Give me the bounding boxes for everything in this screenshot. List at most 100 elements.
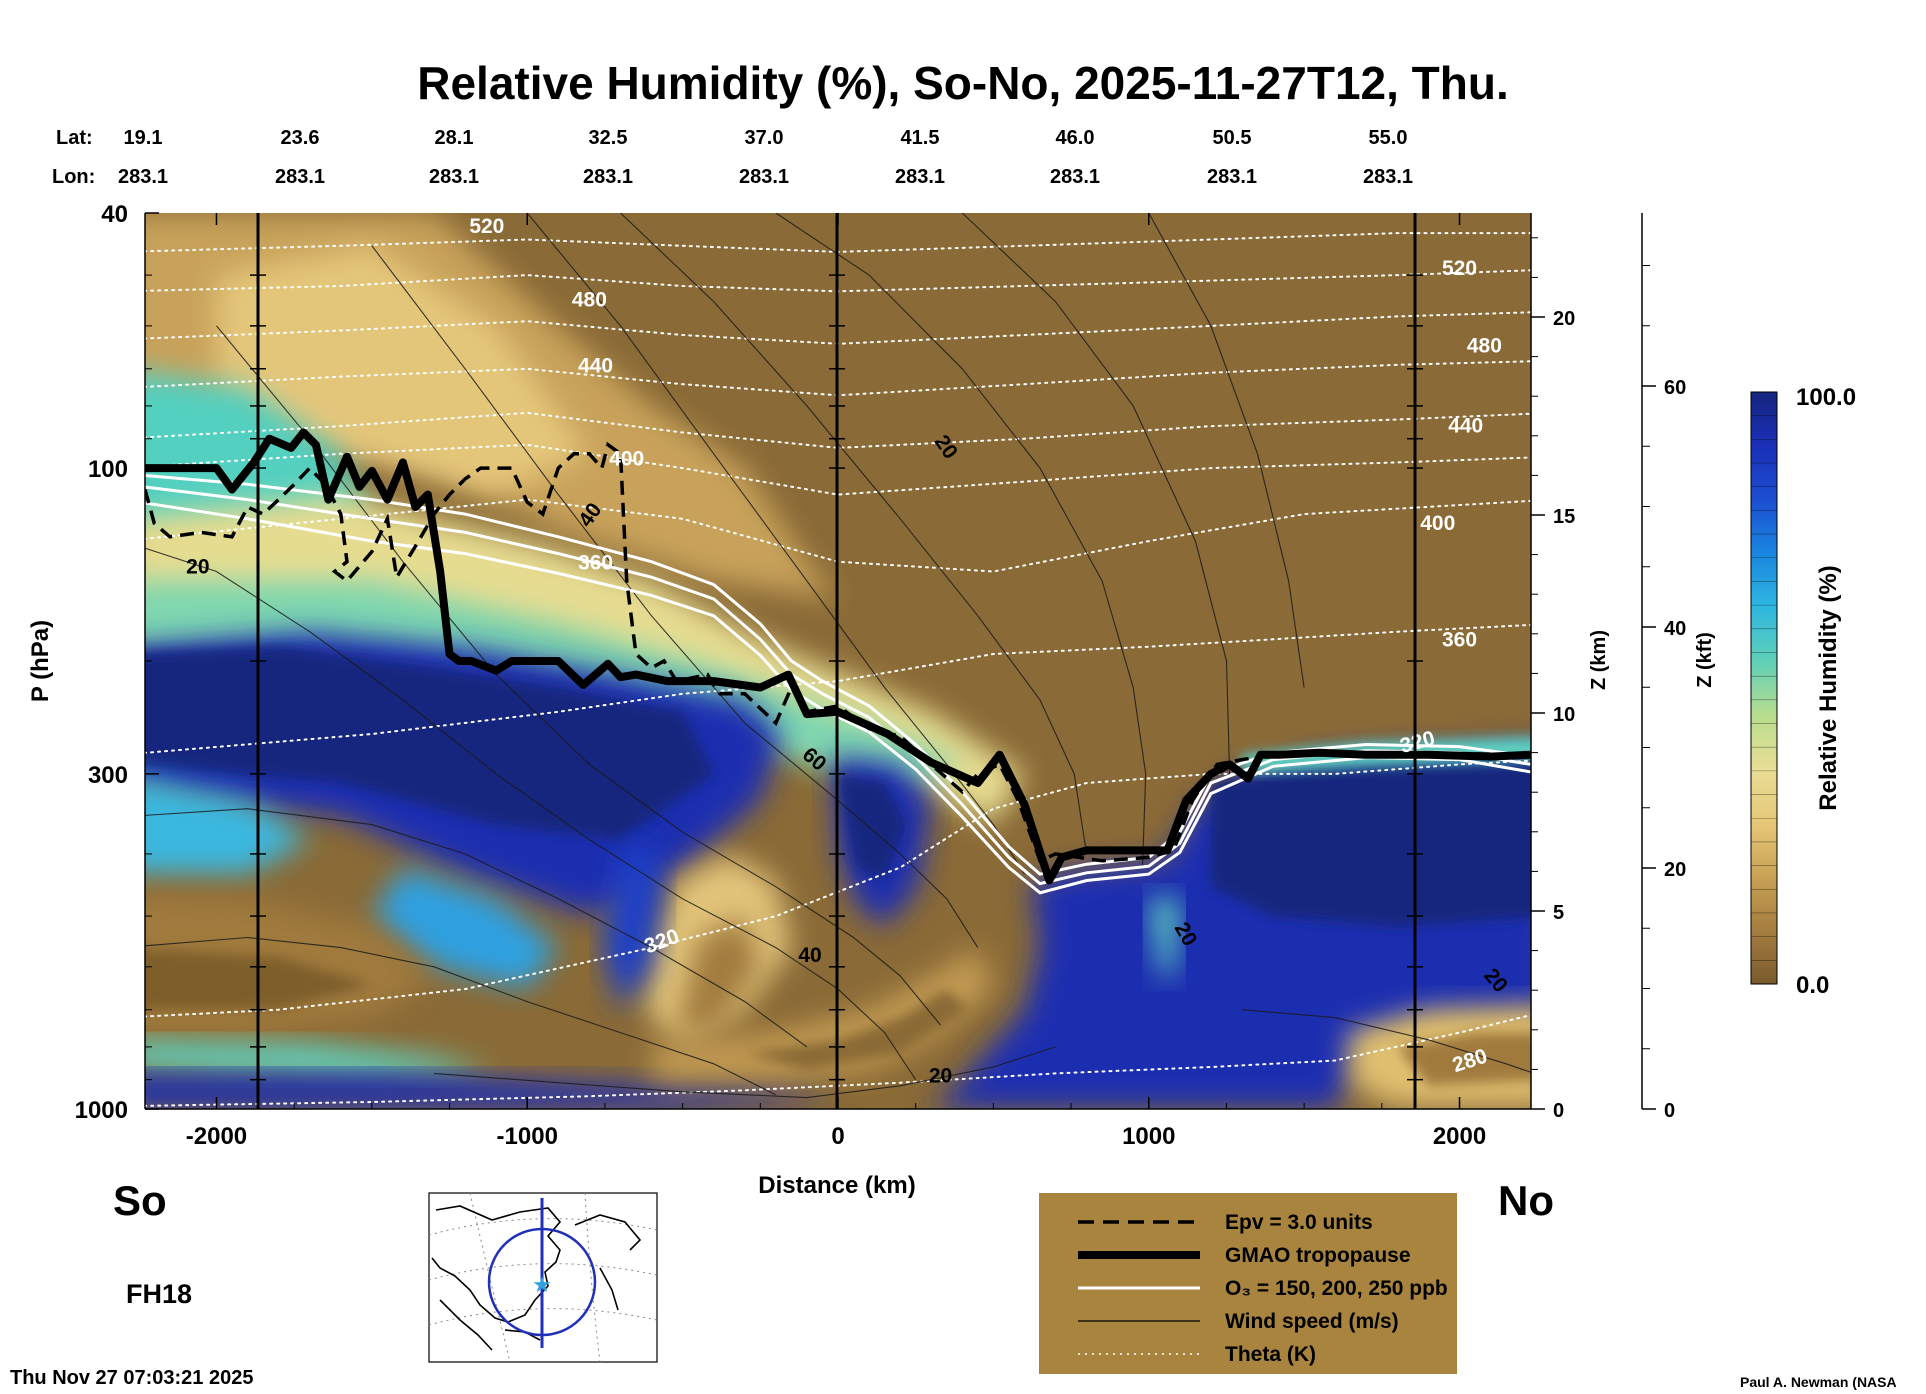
rh-very-moist-south: [145, 646, 714, 840]
theta-contour-line: [145, 623, 1531, 754]
colorbar-min-label: 0.0: [1796, 972, 1829, 999]
contour-label: 480: [572, 289, 607, 312]
contour-label: 400: [609, 447, 644, 470]
legend-label: Wind speed (m/s): [1225, 1310, 1399, 1333]
wind-contour-line: [216, 325, 942, 1026]
section-markers: [250, 213, 1423, 1109]
epv-contour-line: [145, 441, 1531, 864]
rh-very-moist-center: [838, 773, 907, 881]
z-km-tick-label: 15: [1553, 506, 1575, 528]
wind-contour-line: [620, 213, 1088, 854]
north-label: No: [1498, 1177, 1554, 1224]
rh-very-moist-north: [1210, 750, 1531, 927]
theta-contour-line: [145, 1014, 1531, 1107]
lat-value: 28.1: [435, 127, 474, 149]
rh-driest-patch-north: [1397, 1032, 1531, 1086]
legend-label: Theta (K): [1225, 1343, 1316, 1366]
theta-contour-line: [145, 411, 1531, 449]
wind-contour-line: [145, 547, 917, 1081]
wind-contour-line: [145, 936, 777, 1096]
lat-value: 46.0: [1056, 127, 1095, 149]
contour-label: 360: [1442, 629, 1477, 652]
chart-title: Relative Humidity (%), So-No, 2025-11-27…: [417, 57, 1509, 109]
lat-value: 19.1: [124, 127, 163, 149]
lon-row-label: Lon:: [52, 166, 95, 188]
y-axis-label: P (hPa): [27, 620, 54, 702]
y-tick-label: 300: [88, 762, 128, 789]
latlon-header: Lat: Lon: 19.1 283.1 23.6 283.1 28.1 283.1 32.…: [52, 127, 1413, 188]
colorbar: 100.0 0.0 Relative Humidity (%): [1750, 384, 1856, 999]
legend-label: Epv = 3.0 units: [1225, 1211, 1373, 1234]
x-tick-label: 2000: [1433, 1123, 1486, 1150]
y-tick-label: 40: [101, 201, 128, 228]
locator-map: ★: [428, 1192, 658, 1363]
colorbar-gradient: [1750, 391, 1778, 985]
wind-contour-line: [433, 1046, 1056, 1099]
x-tick-label: 1000: [1122, 1123, 1175, 1150]
lon-value: 283.1: [429, 166, 479, 188]
ozone-contour-line: [145, 501, 1531, 895]
contour-label: 520: [1442, 257, 1477, 280]
rh-dry-tongue: [676, 916, 761, 1033]
contour-label: 20: [186, 555, 209, 578]
rh-cyan-south: [145, 778, 310, 875]
rh-moist-boundary-layer: [145, 1073, 838, 1109]
wind-contour-line: [961, 213, 1231, 774]
forecast-hour-label: FH18: [126, 1279, 192, 1309]
wind-contour-line: [1241, 1009, 1531, 1073]
z-kft-axis-label: Z (kft): [1694, 632, 1716, 688]
wind-contour-line: [1148, 213, 1305, 688]
south-label: So: [113, 1177, 167, 1224]
contour-label: 440: [578, 355, 613, 378]
contour-label: 520: [469, 215, 504, 238]
lon-value: 283.1: [583, 166, 633, 188]
lon-value: 283.1: [1050, 166, 1100, 188]
wind-contour-line: [526, 213, 1025, 875]
lon-value: 283.1: [118, 166, 168, 188]
center-star-icon: ★: [532, 1272, 552, 1297]
lat-row-label: Lat:: [56, 127, 93, 149]
x-tick-label: 0: [831, 1123, 844, 1150]
rh-transition-band: [145, 494, 1025, 825]
legend: Epv = 3.0 units GMAO tropopause O₃ = 150, …: [1039, 1193, 1457, 1374]
colorbar-title: Relative Humidity (%): [1815, 565, 1842, 810]
contour-label: 480: [1467, 334, 1502, 357]
wind-contour-line: [145, 808, 808, 1048]
rh-field: [145, 213, 1531, 1109]
y-tick-label: 1000: [75, 1097, 128, 1124]
lon-value: 283.1: [275, 166, 325, 188]
rh-cyan-mid: [371, 867, 559, 990]
legend-label: O₃ = 150, 200, 250 ppb: [1225, 1277, 1448, 1300]
z-km-tick-label: 20: [1553, 308, 1575, 330]
z-km-axis-label: Z (km): [1588, 630, 1610, 690]
timestamp: Thu Nov 27 07:03:21 2025: [10, 1367, 253, 1389]
lat-value: 32.5: [589, 127, 628, 149]
rh-driest-lower-middle: [744, 989, 969, 1071]
wind-speed-contours: [145, 213, 1531, 1099]
x-tick-label: -1000: [497, 1123, 558, 1150]
z-km-tick-label: 5: [1553, 902, 1564, 924]
x-tick-label: -2000: [186, 1123, 247, 1150]
lat-value: 41.5: [901, 127, 940, 149]
lat-value: 55.0: [1369, 127, 1408, 149]
tropopause-line: [145, 428, 1531, 885]
z-km-tick-label: 0: [1553, 1100, 1564, 1122]
contour-label: 400: [1420, 512, 1455, 535]
rh-moist-column: [601, 839, 664, 1010]
contour-label: 440: [1448, 414, 1483, 437]
z-km-tick-label: 10: [1553, 704, 1575, 726]
contour-label: 20: [929, 1065, 952, 1088]
credit: Paul A. Newman (NASA: [1740, 1374, 1897, 1390]
wind-contour-line: [775, 213, 1147, 868]
colorbar-max-label: 100.0: [1796, 384, 1856, 411]
legend-label: GMAO tropopause: [1225, 1244, 1411, 1267]
wind-contour-line: [371, 245, 979, 948]
contour-label: 360: [578, 552, 613, 575]
theta-contour-line: [145, 443, 1531, 496]
lon-value: 283.1: [739, 166, 789, 188]
x-axis-label: Distance (km): [758, 1172, 915, 1199]
z-kft-tick-label: 0: [1664, 1100, 1675, 1122]
contour-label: 40: [798, 944, 821, 967]
lat-value: 23.6: [281, 127, 320, 149]
epv-contours: [145, 441, 1531, 864]
